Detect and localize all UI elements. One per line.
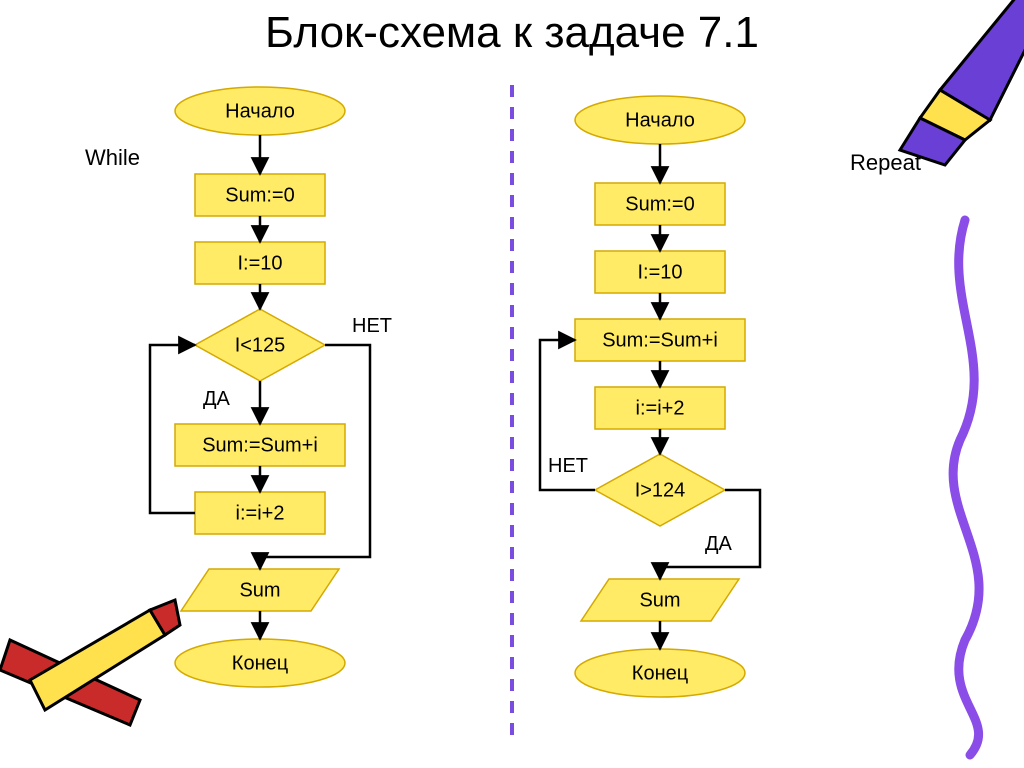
right-sumadd-label: Sum:=Sum+i	[602, 329, 718, 351]
left-out: Sum	[181, 569, 339, 611]
left-i10-label: I:=10	[237, 252, 282, 274]
right-cond: I>124	[595, 454, 725, 526]
left-end-label: Конец	[232, 652, 288, 674]
left-i10: I:=10	[195, 242, 325, 284]
right-i10: I:=10	[595, 251, 725, 293]
right-sum0-label: Sum:=0	[625, 193, 694, 215]
right-sumadd: Sum:=Sum+i	[575, 319, 745, 361]
left-side-label: While	[85, 145, 140, 170]
left-cond: I<125	[195, 309, 325, 381]
right-sum0: Sum:=0	[595, 183, 725, 225]
right-start: Начало	[575, 96, 745, 144]
left-sum0: Sum:=0	[195, 174, 325, 216]
left-iinc: i:=i+2	[195, 492, 325, 534]
right-end: Конец	[575, 649, 745, 697]
right-cond-label: I>124	[635, 479, 686, 501]
right-start-label: Начало	[625, 109, 695, 131]
right-iinc: i:=i+2	[595, 387, 725, 429]
left-sumadd: Sum:=Sum+i	[175, 424, 345, 466]
right-iinc-label: i:=i+2	[636, 397, 685, 419]
right-end-label: Конец	[632, 662, 688, 684]
right-no-label: НЕТ	[548, 455, 588, 477]
crayon-top-right	[900, 0, 1024, 165]
left-iinc-label: i:=i+2	[236, 502, 285, 524]
crayon-bottom-left	[0, 600, 180, 725]
left-start-label: Начало	[225, 100, 295, 122]
left-end: Конец	[175, 639, 345, 687]
right-out: Sum	[581, 579, 739, 621]
right-i10-label: I:=10	[637, 261, 682, 283]
left-no-label: НЕТ	[352, 315, 392, 337]
left-cond-label: I<125	[235, 334, 286, 356]
squiggle-right	[953, 220, 979, 755]
left-yes-label: ДА	[203, 388, 231, 410]
left-sumadd-label: Sum:=Sum+i	[202, 434, 318, 456]
flowchart-canvas: Начало Sum:=0 I:=10 I<125 Sum:=Sum+i i:=i+2 Su…	[0, 0, 1024, 768]
left-start: Начало	[175, 87, 345, 135]
right-yes-label: ДА	[705, 533, 733, 555]
left-sum0-label: Sum:=0	[225, 184, 294, 206]
left-out-label: Sum	[239, 579, 280, 601]
right-out-label: Sum	[639, 589, 680, 611]
